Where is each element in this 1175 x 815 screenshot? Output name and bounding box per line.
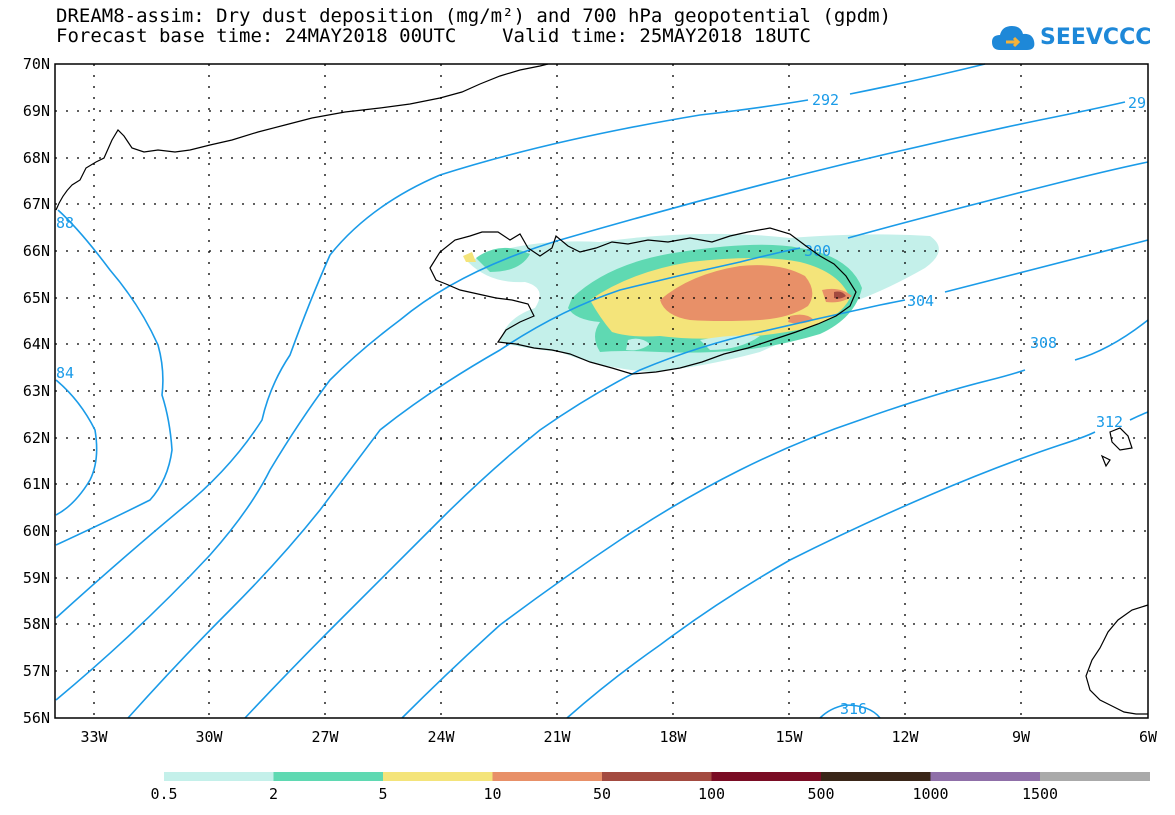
geopotential-contours — [55, 63, 1149, 719]
dust-field — [463, 233, 939, 372]
svg-text:27W: 27W — [311, 728, 339, 746]
svg-text:56N: 56N — [23, 709, 50, 727]
latitude-labels: 70N 69N 68N 67N 66N 65N 64N 63N 62N 61N … — [23, 55, 50, 727]
colorbar — [164, 772, 1150, 781]
contour-300 — [127, 161, 1149, 719]
contour-label-308: 308 — [1030, 334, 1057, 352]
svg-text:68N: 68N — [23, 149, 50, 167]
colorbar-swatch-6 — [821, 772, 931, 781]
svg-text:58N: 58N — [23, 615, 50, 633]
contour-label-300: 300 — [804, 242, 831, 260]
colorbar-swatch-3 — [492, 772, 603, 781]
svg-text:24W: 24W — [427, 728, 455, 746]
colorbar-label-1: 2 — [268, 785, 279, 803]
logo-text: SEEVCCC — [1040, 25, 1152, 50]
svg-text:12W: 12W — [891, 728, 919, 746]
contour-label-29: 29 — [1128, 94, 1146, 112]
contour-label-292: 292 — [812, 91, 839, 109]
svg-text:18W: 18W — [659, 728, 687, 746]
colorbar-label-2: 5 — [378, 785, 388, 803]
colorbar-label-8: 1500 — [1021, 785, 1059, 803]
coastlines — [55, 63, 1149, 715]
svg-text:9W: 9W — [1012, 728, 1031, 746]
contour-288 — [55, 209, 173, 546]
svg-text:69N: 69N — [23, 102, 50, 120]
faroe-islands — [1100, 427, 1133, 468]
contour-label-84: 84 — [56, 364, 74, 382]
contour-labels: 292 29 300 304 308 312 316 88 84 — [56, 91, 1146, 718]
svg-text:63N: 63N — [23, 382, 50, 400]
colorbar-label-6: 500 — [807, 785, 835, 803]
colorbar-swatch-1 — [273, 772, 384, 781]
svg-text:64N: 64N — [23, 335, 50, 353]
contour-label-304: 304 — [907, 292, 934, 310]
contour-label-316: 316 — [840, 700, 867, 718]
svg-text:57N: 57N — [23, 662, 50, 680]
scotland-coast — [1085, 604, 1149, 715]
dust-level-10 — [660, 265, 852, 324]
colorbar-swatch-0 — [164, 772, 274, 781]
contour-292 — [55, 63, 986, 619]
colorbar-swatch-4 — [602, 772, 712, 781]
map-title-line2: Forecast base time: 24MAY2018 00UTC Vali… — [56, 25, 811, 47]
colorbar-label-3: 10 — [483, 785, 502, 803]
contour-label-88: 88 — [56, 214, 74, 232]
colorbar-label-7: 1000 — [912, 785, 949, 803]
contour-label-312: 312 — [1096, 413, 1123, 431]
colorbar-swatch-5 — [711, 772, 822, 781]
longitude-labels: 33W 30W 27W 24W 21W 18W 15W 12W 9W 6W — [80, 728, 1158, 746]
seevccc-logo: SEEVCCC — [990, 18, 1170, 58]
svg-text:15W: 15W — [775, 728, 803, 746]
svg-text:61N: 61N — [23, 475, 50, 493]
svg-text:6W: 6W — [1139, 728, 1158, 746]
contour-296 — [55, 101, 1126, 701]
map-title-line1: DREAM8-assim: Dry dust deposition (mg/m²… — [56, 5, 892, 27]
contour-308 — [401, 319, 1149, 719]
dust-level-50 — [834, 291, 846, 299]
colorbar-label-4: 50 — [592, 785, 612, 803]
cloud-icon — [992, 26, 1035, 50]
svg-text:66N: 66N — [23, 242, 50, 260]
dust-level-0.5-hole — [626, 335, 760, 351]
greenland-coast — [55, 63, 549, 211]
svg-text:30W: 30W — [195, 728, 223, 746]
svg-text:59N: 59N — [23, 569, 50, 587]
svg-text:33W: 33W — [80, 728, 108, 746]
svg-text:67N: 67N — [23, 195, 50, 213]
iceland-coast — [429, 227, 857, 375]
colorbar-swatch-7 — [930, 772, 1041, 781]
contour-316 — [819, 704, 881, 719]
colorbar-label-5: 100 — [697, 785, 726, 803]
colorbar-label-0: 0.5 — [150, 785, 178, 803]
svg-text:65N: 65N — [23, 289, 50, 307]
svg-text:60N: 60N — [23, 522, 50, 540]
colorbar-swatch-2 — [383, 772, 493, 781]
svg-text:62N: 62N — [23, 429, 50, 447]
svg-text:70N: 70N — [23, 55, 50, 73]
contour-284 — [55, 379, 98, 516]
contour-312 — [566, 411, 1149, 719]
map-frame — [54, 63, 1149, 719]
svg-text:21W: 21W — [543, 728, 571, 746]
colorbar-swatch-8 — [1040, 772, 1150, 781]
contour-304 — [244, 239, 1149, 719]
